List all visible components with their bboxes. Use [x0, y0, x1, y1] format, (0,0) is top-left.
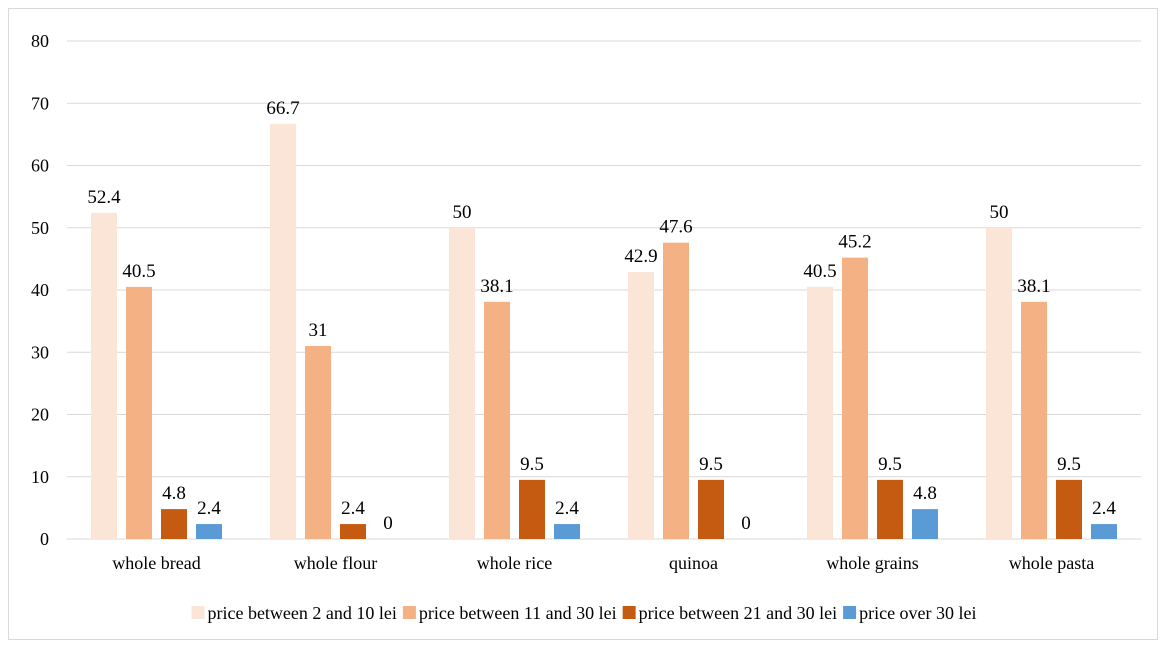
data-label: 50 — [453, 202, 472, 223]
bar — [305, 346, 331, 539]
data-label: 52.4 — [87, 187, 121, 208]
bar — [519, 479, 545, 539]
bar — [912, 509, 938, 539]
bar — [1056, 479, 1082, 539]
bars — [91, 123, 1117, 539]
bar — [807, 286, 833, 539]
bar-chart: 0 10 20 30 40 50 60 70 80 52.4 40.5 4.8 2.4 66.7 31 2.… — [31, 31, 1141, 623]
bar — [196, 524, 222, 539]
y-tick-label: 20 — [31, 405, 49, 425]
gridlines — [67, 40, 1141, 540]
legend-label: price over 30 lei — [859, 603, 976, 623]
legend-label: price between 21 and 30 lei — [639, 603, 837, 623]
category-label: whole rice — [477, 553, 552, 573]
data-label: 4.8 — [913, 483, 937, 504]
data-label: 9.5 — [1057, 454, 1081, 475]
category-label: whole bread — [112, 553, 200, 573]
data-label: 38.1 — [1017, 276, 1050, 297]
legend-item: price between 2 and 10 lei — [191, 603, 397, 623]
bar — [484, 301, 510, 539]
bar — [270, 123, 296, 539]
bar — [628, 271, 654, 539]
bar — [126, 286, 152, 539]
data-label: 45.2 — [838, 232, 871, 253]
bar — [554, 524, 580, 539]
y-tick-label: 70 — [31, 93, 49, 113]
data-label: 50 — [990, 202, 1009, 223]
data-label: 9.5 — [520, 454, 544, 475]
legend-swatch — [843, 606, 857, 619]
category-label: whole flour — [294, 553, 377, 573]
bar — [986, 227, 1012, 539]
y-tick-label: 60 — [31, 156, 49, 176]
bar — [1021, 301, 1047, 539]
data-label: 38.1 — [480, 276, 513, 297]
y-tick-label: 30 — [31, 342, 49, 362]
x-axis-categories: whole bread whole flour whole rice quinoa wh… — [112, 553, 1094, 573]
bar — [877, 479, 903, 539]
chart-frame: 0 10 20 30 40 50 60 70 80 52.4 40.5 4.8 2.4 66.7 31 2.… — [8, 8, 1158, 640]
legend-item: price between 21 and 30 lei — [622, 603, 837, 623]
data-label: 66.7 — [266, 98, 299, 119]
y-tick-label: 10 — [31, 467, 49, 487]
data-label: 9.5 — [878, 454, 902, 475]
bar — [663, 242, 689, 539]
y-axis-ticks: 0 10 20 30 40 50 60 70 80 — [31, 31, 49, 549]
bar — [161, 509, 187, 539]
bar — [842, 257, 868, 539]
legend-swatch — [402, 606, 416, 619]
data-label: 4.8 — [162, 483, 186, 504]
y-tick-label: 0 — [40, 529, 49, 549]
data-label: 9.5 — [699, 454, 723, 475]
data-labels: 52.4 40.5 4.8 2.4 66.7 31 2.4 0 50 38.1 9.5 2.4 42.9… — [87, 98, 1116, 534]
data-label: 2.4 — [1092, 498, 1116, 519]
legend: price between 2 and 10 lei price between … — [191, 603, 977, 623]
category-label: whole pasta — [1009, 553, 1094, 573]
data-label: 47.6 — [659, 217, 692, 238]
data-label: 2.4 — [341, 498, 365, 519]
legend-swatch — [191, 606, 205, 619]
bar — [1091, 524, 1117, 539]
y-tick-label: 50 — [31, 218, 49, 238]
bar — [698, 479, 724, 539]
data-label: 40.5 — [122, 261, 155, 282]
legend-label: price between 11 and 30 lei — [419, 603, 617, 623]
legend-item: price between 11 and 30 lei — [402, 603, 617, 623]
bar — [449, 227, 475, 539]
data-label: 0 — [383, 513, 393, 534]
legend-label: price between 2 and 10 lei — [207, 603, 396, 623]
y-tick-label: 80 — [31, 31, 49, 51]
data-label: 0 — [741, 513, 751, 534]
bar — [340, 524, 366, 539]
data-label: 31 — [309, 320, 328, 341]
data-label: 2.4 — [555, 498, 579, 519]
data-label: 40.5 — [803, 261, 836, 282]
data-label: 2.4 — [197, 498, 221, 519]
category-label: whole grains — [826, 553, 918, 573]
bar — [91, 212, 117, 539]
legend-swatch — [622, 606, 636, 619]
legend-item: price over 30 lei — [843, 603, 977, 623]
y-tick-label: 40 — [31, 280, 49, 300]
data-label: 42.9 — [624, 246, 657, 267]
category-label: quinoa — [669, 553, 718, 573]
